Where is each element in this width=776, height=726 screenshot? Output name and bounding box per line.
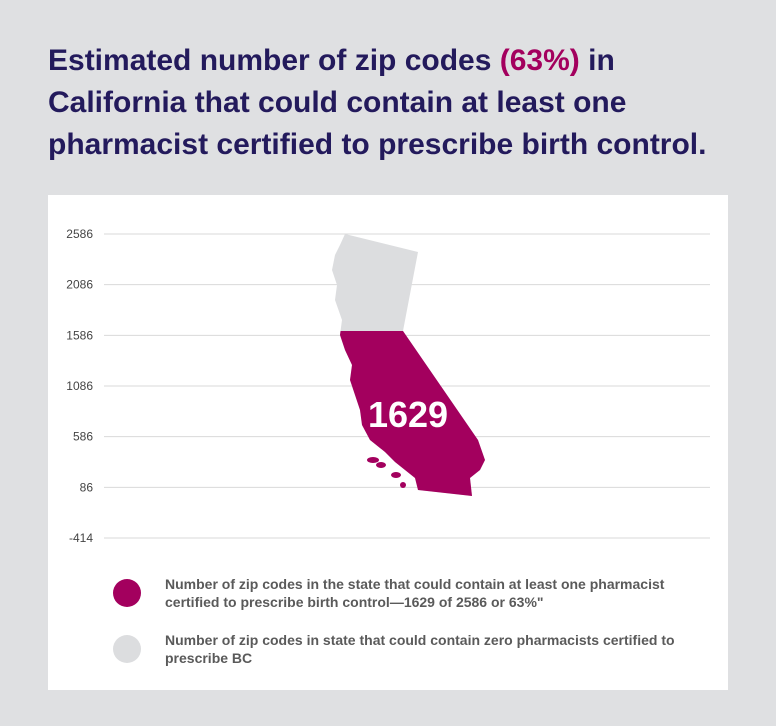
state-shape-filled [340,330,485,496]
y-tick-label: 1586 [66,328,93,342]
island [400,482,406,488]
island [391,472,401,478]
y-tick-label: 1086 [66,379,93,393]
title-highlight: (63%) [499,44,580,77]
island [376,462,386,468]
legend-swatch-filled [113,579,141,607]
title-text: Estimated number of zip codes [48,44,500,77]
chart-title: Estimated number of zip codes (63%) in C… [48,40,748,166]
value-label: 1629 [368,394,448,435]
legend-item-filled: Number of zip codes in the state that co… [113,575,685,611]
chart-panel: 2586 2086 1586 1086 586 86 -414 1629 Number of … [48,195,728,690]
y-tick-label: 2586 [66,227,93,241]
y-tick-label: 586 [73,430,93,444]
chart-svg: 2586 2086 1586 1086 586 86 -414 1629 [66,227,710,545]
title-text-end: in California that could contain at leas… [48,44,707,161]
island [367,457,379,463]
y-tick-label: 2086 [66,278,93,292]
legend-item-empty: Number of zip codes in state that could … [113,631,685,667]
y-tick-label: -414 [69,531,93,545]
legend-label: Number of zip codes in the state that co… [165,576,665,610]
legend-swatch-empty [113,635,141,663]
y-tick-label: 86 [80,480,94,494]
legend-label: Number of zip codes in state that could … [165,632,675,666]
